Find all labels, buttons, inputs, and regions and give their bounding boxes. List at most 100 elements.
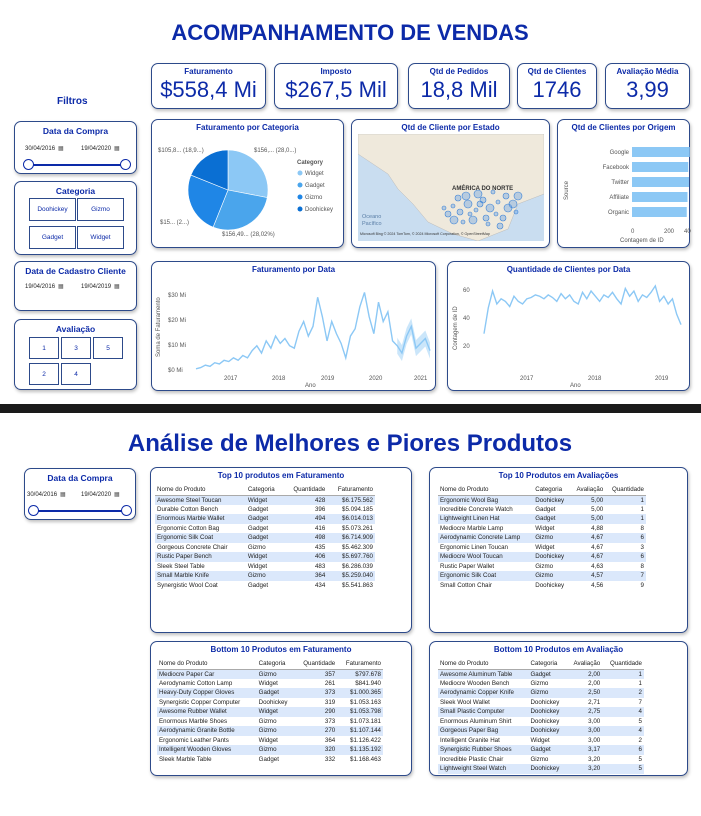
tick-label: 20 [463,344,470,350]
rating-4[interactable]: 4 [61,363,91,385]
map-bubble[interactable] [502,192,510,200]
slicer-rating[interactable]: Avaliação 1 3 5 2 4 [14,319,137,390]
date-slider-start-handle[interactable] [23,159,34,170]
date-to-value: 19/04/2020 [81,492,112,498]
table-cell: Mediocre Marble Lamp [440,524,504,532]
bar-twitter[interactable] [632,177,689,187]
pie-slice-gizmo[interactable] [187,174,229,228]
column-header[interactable]: Categoria [256,658,296,670]
table-cell: 4,63 [591,562,604,570]
map-bubble[interactable] [449,215,459,225]
date-to-input[interactable]: 19/04/2020 ▦ [81,491,120,498]
map-bubble[interactable] [485,203,495,213]
table-row: Ergonomic Silk Coat Gizmo 4,57 7 [438,571,646,581]
date-slider-end-handle[interactable] [120,159,131,170]
column-header[interactable]: Quantidade [295,658,338,670]
tick-label: 2018 [588,376,602,382]
slicer-purchase-date-2[interactable]: Data da Compra 30/04/2016 ▦ 19/04/2020 ▦ [24,468,136,520]
column-header[interactable]: Categoria [528,658,567,670]
map-bubble[interactable] [495,199,501,205]
table-cell: Gizmo [245,571,284,581]
category-widget[interactable]: Widget [77,226,124,249]
category-label: Google [610,150,630,156]
date-slider-end-handle[interactable] [121,505,132,516]
map-bubble[interactable] [450,203,456,209]
date-slider-track[interactable] [27,164,127,166]
column-header[interactable]: Nome do Produto [157,658,257,670]
bar-organic[interactable] [632,207,687,217]
map-card: Qtd de Cliente por Estado AMÉRICA DO NOR… [351,119,550,248]
map-view[interactable]: AMÉRICA DO NORTE Oceano Pacífico Microso… [358,134,544,241]
column-header[interactable]: Quantidade [602,658,644,670]
map-bubble[interactable] [444,210,452,218]
date-to-value: 19/04/2019 [81,284,112,290]
column-header[interactable]: Quantidade [605,484,646,496]
series-line[interactable] [483,284,682,334]
date-slider-start-handle[interactable] [28,505,39,516]
bar-affiliate[interactable] [632,192,688,202]
pie-slice-doohickey[interactable] [190,149,229,191]
rating-5[interactable]: 5 [93,337,123,359]
slicer-purchase-date[interactable]: Data da Compra 30/04/2016 ▦ 19/04/2020 ▦ [14,121,137,174]
map-bubble[interactable] [508,199,518,209]
table-cell: Doohickey [528,726,567,736]
column-header[interactable]: Faturamento [327,484,375,496]
table-title: Bottom 10 Produtos em Faturamento [210,645,352,654]
column-header[interactable]: Avaliação [570,484,606,496]
column-header[interactable]: Nome do Produto [438,658,529,670]
series-line[interactable] [195,292,431,370]
rating-2[interactable]: 2 [29,363,59,385]
column-header[interactable]: Quantidade [283,484,328,496]
map-bubble[interactable] [467,211,473,217]
map-bubble[interactable] [490,189,496,195]
map-bubble[interactable] [476,200,484,208]
map-bubble[interactable] [461,191,471,201]
column-header[interactable]: Faturamento [337,658,383,670]
rating-3[interactable]: 3 [61,337,91,359]
date-to-input[interactable]: 19/04/2019 ▦ [81,283,120,290]
map-bubble[interactable] [454,194,462,202]
table-cell: $5.259.040 [327,571,375,581]
map-bubble[interactable] [513,209,519,215]
date-to-input[interactable]: 19/04/2020 ▦ [81,145,120,152]
category-gizmo[interactable]: Gizmo [77,198,124,221]
date-from-input[interactable]: 30/04/2016 ▦ [25,145,64,152]
map-bubble[interactable] [460,219,466,225]
category-gadget[interactable]: Gadget [29,226,76,249]
table-cell: Enormous Aluminum Shirt [440,717,512,725]
column-header[interactable]: Nome do Produto [155,484,246,496]
pie-slice-gadget[interactable] [212,189,268,231]
map-bubble[interactable] [473,207,479,213]
map-bubble[interactable] [456,208,464,216]
map-bubble[interactable] [485,221,491,227]
table-cell: 435 [314,543,326,551]
map-bubble[interactable] [493,211,499,217]
table-row: Synergistic Rubber Shoes Gadget 3,17 6 [438,745,644,755]
map-bubble[interactable] [463,199,473,209]
bar-google[interactable] [632,147,690,157]
kpi-value: $267,5 Mil [285,77,387,102]
date-from-input[interactable]: 30/04/2016 ▦ [27,491,66,498]
table-cell: 2,00 [566,669,603,679]
map-bubble[interactable] [468,215,478,225]
column-header[interactable]: Nome do Produto [438,484,534,496]
column-header[interactable]: Avaliação [566,658,603,670]
map-bubble[interactable] [482,214,490,222]
bar-facebook[interactable] [632,162,689,172]
map-bubble[interactable] [496,222,504,230]
category-doohickey[interactable]: Doohickey [29,198,76,221]
column-header[interactable]: Categoria [533,484,571,496]
date-from-input[interactable]: 19/04/2016 ▦ [25,283,64,290]
rating-1[interactable]: 1 [29,337,59,359]
table-cell: 3,00 [588,717,601,725]
table-cell: Gadget [535,505,556,513]
map-bubble[interactable] [499,214,507,222]
map-bubble[interactable] [473,189,483,199]
date-slider-track[interactable] [33,510,128,512]
map-bubble[interactable] [513,191,523,201]
slicer-register-date[interactable]: Data de Cadastro Cliente 19/04/2016 ▦ 19/… [14,261,137,311]
pie-slice-widget[interactable] [227,149,269,198]
map-bubble[interactable] [441,205,447,211]
column-header[interactable]: Categoria [245,484,284,496]
slicer-category[interactable]: Categoria Doohickey Gizmo Gadget Widget [14,181,137,255]
